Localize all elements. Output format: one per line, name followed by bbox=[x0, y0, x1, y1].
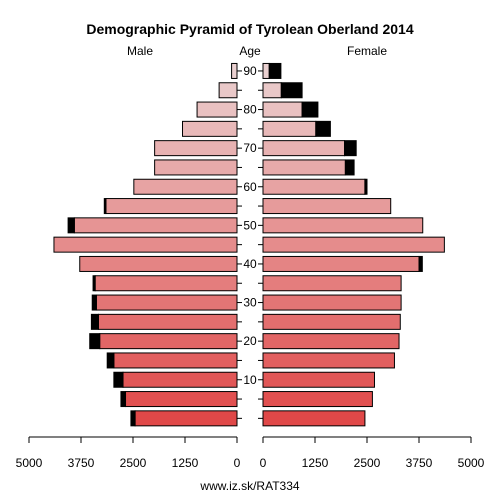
age-tick-label-50: 50 bbox=[243, 218, 257, 232]
male-bar-40-44 bbox=[79, 255, 238, 272]
female-bar-80-84 bbox=[262, 101, 303, 118]
male-label: Male bbox=[127, 44, 153, 58]
male-bar-35-39 bbox=[94, 275, 238, 292]
age-tick-label-90: 90 bbox=[243, 64, 257, 78]
age-tick-label-70: 70 bbox=[243, 141, 257, 155]
female-foreign-bar-75-79 bbox=[315, 120, 331, 137]
bars-group bbox=[53, 62, 445, 427]
male-bar-70-74 bbox=[154, 140, 238, 157]
female-bar-15-19 bbox=[262, 352, 395, 369]
male-bar-25-29 bbox=[97, 313, 238, 330]
female-bar-70-74 bbox=[262, 140, 346, 157]
male-bar-5-9 bbox=[125, 391, 238, 408]
source-label: www.iz.sk/RAT334 bbox=[199, 479, 299, 493]
male-bar-10-14 bbox=[122, 371, 238, 388]
age-tick-label-10: 10 bbox=[243, 373, 257, 387]
chart-title: Demographic Pyramid of Tyrolean Oberland… bbox=[86, 21, 413, 37]
female-foreign-bar-65-69 bbox=[344, 159, 355, 176]
x-tick-label-right-1250: 1250 bbox=[302, 456, 329, 470]
female-bar-25-29 bbox=[262, 313, 401, 330]
x-tick-label-right-2500: 2500 bbox=[354, 456, 381, 470]
female-bar-20-24 bbox=[262, 333, 400, 350]
female-foreign-bar-85-89 bbox=[280, 82, 303, 99]
age-tick-label-60: 60 bbox=[243, 180, 257, 194]
male-bar-30-34 bbox=[95, 294, 238, 311]
female-bar-65-69 bbox=[262, 159, 346, 176]
female-foreign-bar-60-64 bbox=[364, 178, 368, 195]
x-tick-label-left-2500: 2500 bbox=[120, 456, 147, 470]
male-bar-50-54 bbox=[73, 217, 238, 234]
male-foreign-bar-15-19 bbox=[106, 352, 115, 369]
male-foreign-bar-55-59 bbox=[103, 198, 107, 215]
female-foreign-bar-70-74 bbox=[344, 140, 357, 157]
female-bar-75-79 bbox=[262, 120, 317, 137]
male-foreign-bar-5-9 bbox=[120, 391, 127, 408]
male-bar-0-4 bbox=[134, 410, 238, 427]
female-bar-55-59 bbox=[262, 198, 392, 215]
age-label: Age bbox=[239, 44, 261, 58]
female-bar-0-4 bbox=[262, 410, 366, 427]
male-foreign-bar-0-4 bbox=[130, 410, 136, 427]
female-bar-90+ bbox=[262, 62, 270, 79]
male-foreign-bar-50-54 bbox=[67, 217, 75, 234]
male-bar-85-89 bbox=[218, 82, 238, 99]
female-bar-85-89 bbox=[262, 82, 282, 99]
male-bar-65-69 bbox=[154, 159, 238, 176]
male-foreign-bar-10-14 bbox=[113, 371, 124, 388]
axes-group: 10 20 30 40 50 60 70 80 90 5000 3750 2500 1250 0 0 1250… bbox=[16, 64, 485, 470]
male-bar-75-79 bbox=[182, 120, 238, 137]
x-tick-label-right-3750: 3750 bbox=[406, 456, 433, 470]
male-foreign-bar-35-39 bbox=[92, 275, 96, 292]
male-bar-15-19 bbox=[113, 352, 238, 369]
x-tick-label-left-5000: 5000 bbox=[16, 456, 43, 470]
female-bar-60-64 bbox=[262, 178, 366, 195]
male-bar-80-84 bbox=[196, 101, 238, 118]
female-foreign-bar-80-84 bbox=[301, 101, 319, 118]
female-bar-10-14 bbox=[262, 371, 375, 388]
male-bar-60-64 bbox=[133, 178, 238, 195]
x-tick-label-left-3750: 3750 bbox=[68, 456, 95, 470]
female-bar-5-9 bbox=[262, 391, 373, 408]
male-bar-20-24 bbox=[99, 333, 238, 350]
male-bar-55-59 bbox=[105, 198, 238, 215]
age-tick-label-80: 80 bbox=[243, 103, 257, 117]
female-bar-50-54 bbox=[262, 217, 424, 234]
age-tick-label-30: 30 bbox=[243, 296, 257, 310]
female-foreign-bar-90+ bbox=[268, 62, 282, 79]
age-tick-label-40: 40 bbox=[243, 257, 257, 271]
x-tick-label-left-0: 0 bbox=[234, 456, 241, 470]
male-foreign-bar-30-34 bbox=[91, 294, 97, 311]
male-bar-45-49 bbox=[53, 236, 238, 253]
female-foreign-bar-40-44 bbox=[418, 255, 423, 272]
female-bar-40-44 bbox=[262, 255, 420, 272]
female-bar-45-49 bbox=[262, 236, 445, 253]
female-bar-35-39 bbox=[262, 275, 402, 292]
male-foreign-bar-20-24 bbox=[89, 333, 101, 350]
female-bar-30-34 bbox=[262, 294, 402, 311]
x-tick-label-right-5000: 5000 bbox=[458, 456, 485, 470]
age-tick-label-20: 20 bbox=[243, 334, 257, 348]
x-tick-label-left-1250: 1250 bbox=[172, 456, 199, 470]
male-bar-90+ bbox=[231, 62, 238, 79]
female-label: Female bbox=[347, 44, 387, 58]
x-tick-label-right-0: 0 bbox=[260, 456, 267, 470]
male-foreign-bar-25-29 bbox=[90, 313, 99, 330]
